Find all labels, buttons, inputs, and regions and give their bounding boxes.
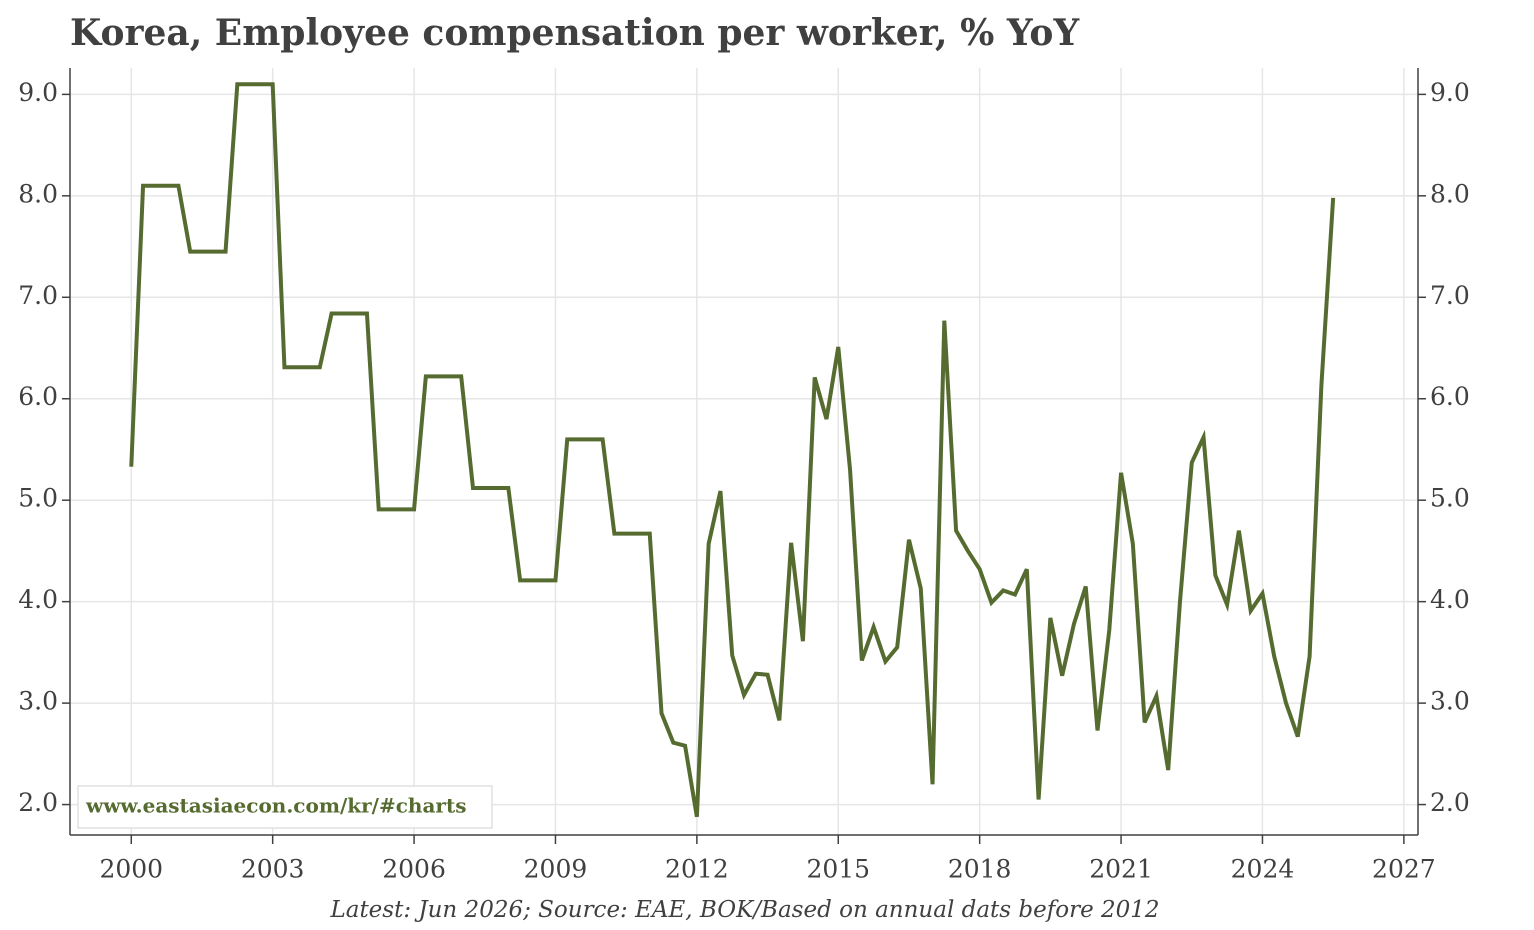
x-tick-label: 2015 <box>806 855 870 884</box>
watermark: www.eastasiaecon.com/kr/#charts <box>85 794 466 818</box>
x-tick-label: 2012 <box>665 855 729 884</box>
y-tick-label: 3.0 <box>18 687 58 716</box>
y-tick-label: 9.0 <box>18 78 58 107</box>
y-tick-label: 8.0 <box>18 179 58 208</box>
y2-tick-label: 6.0 <box>1430 382 1470 411</box>
x-tick-label: 2003 <box>241 855 305 884</box>
watermark-box <box>77 785 493 829</box>
y2-tick-label: 5.0 <box>1430 484 1470 513</box>
y2-tick-label: 4.0 <box>1430 585 1470 614</box>
x-tick-label: 2021 <box>1089 855 1153 884</box>
y2-tick-label: 3.0 <box>1430 687 1470 716</box>
x-tick-label: 2027 <box>1372 855 1436 884</box>
data-line <box>129 82 1336 818</box>
y2-tick-label: 8.0 <box>1430 179 1470 208</box>
x-tick-label: 2000 <box>99 855 163 884</box>
y-tick-label: 5.0 <box>18 484 58 513</box>
y-tick-label: 6.0 <box>18 382 58 411</box>
y2-tick-label: 7.0 <box>1430 281 1470 310</box>
y-tick-label: 2.0 <box>18 788 58 817</box>
footer: Latest: Jun 2026; Source: EAE, BOK/Based… <box>329 897 1159 923</box>
x-tick-label: 2006 <box>382 855 446 884</box>
x-tick-label: 2009 <box>524 855 588 884</box>
x-tick-label: 2018 <box>948 855 1012 884</box>
y-tick-label: 7.0 <box>18 281 58 310</box>
y2-tick-label: 9.0 <box>1430 78 1470 107</box>
x-tick-label: 2024 <box>1231 855 1295 884</box>
y2-tick-label: 2.0 <box>1430 788 1470 817</box>
chart-title: Korea, Employee compensation per worker,… <box>70 12 1080 54</box>
y-tick-label: 4.0 <box>18 585 58 614</box>
